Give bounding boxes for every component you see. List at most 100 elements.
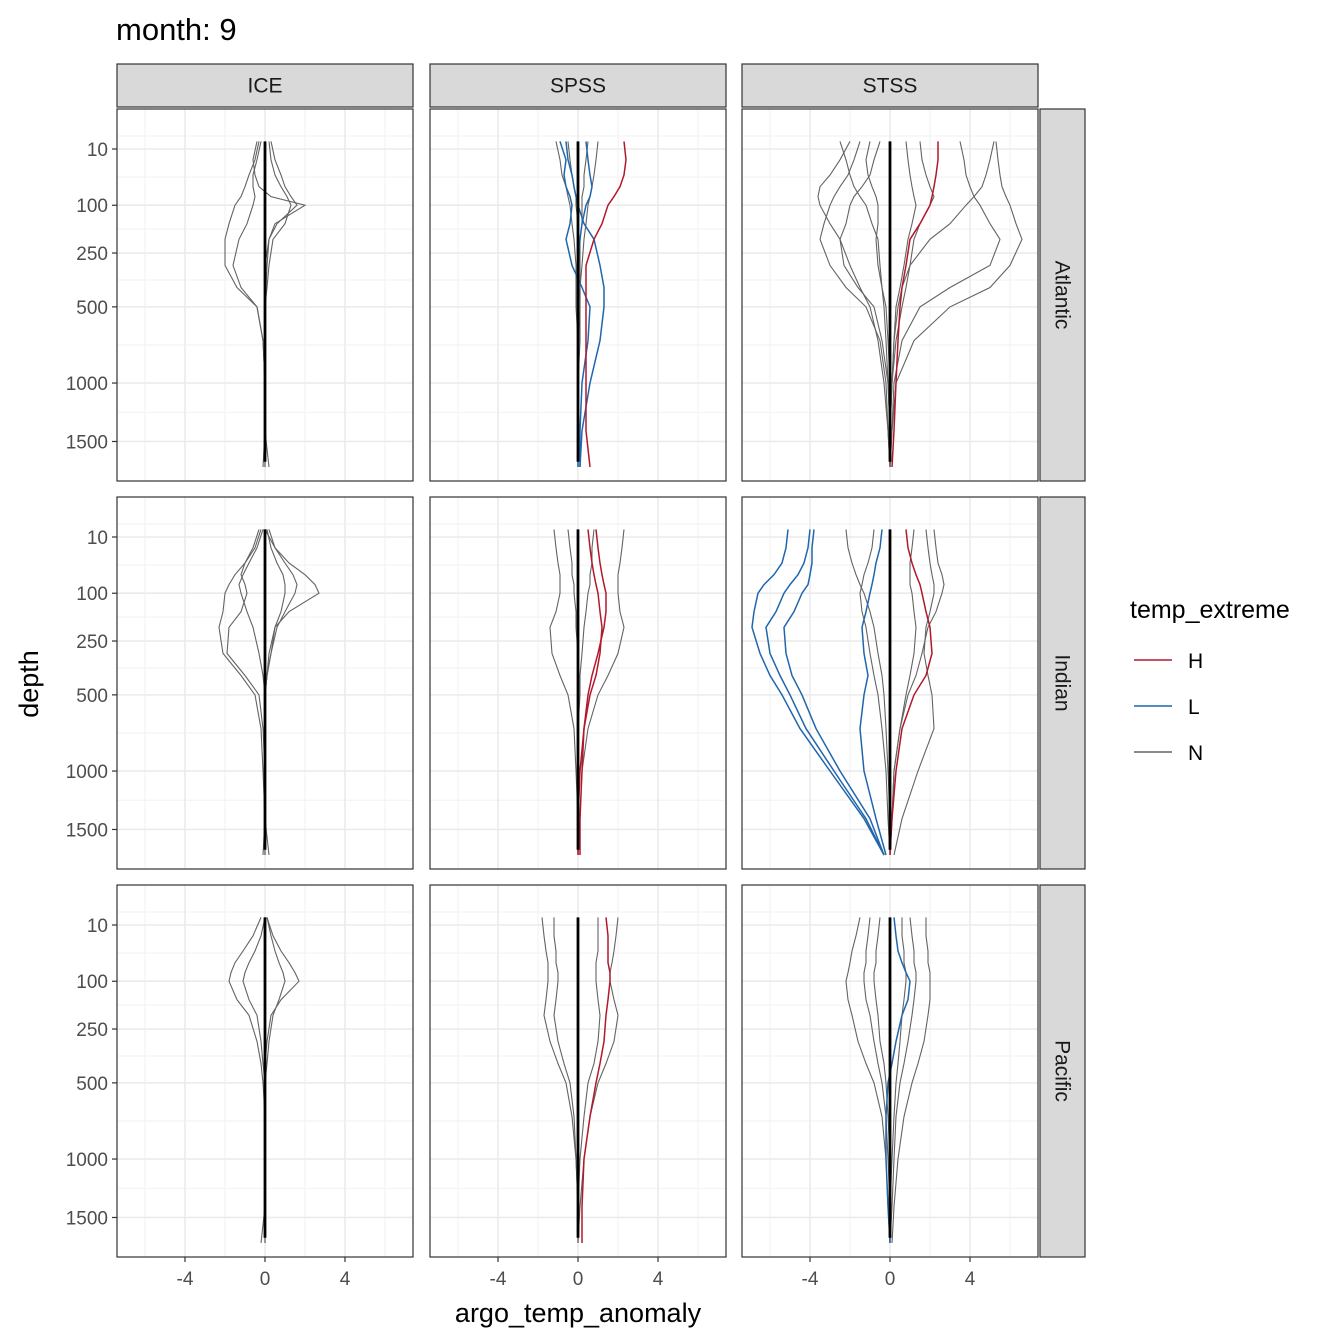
x-tick-label: -4 [802, 1269, 819, 1290]
y-tick-label: 1000 [66, 762, 108, 783]
row-strip-label: Pacific [1051, 1040, 1074, 1102]
series-line-n [577, 917, 601, 1243]
series-line-n [889, 141, 917, 467]
panel-border [116, 496, 414, 870]
series-line-n [577, 529, 625, 856]
y-tick-label: 500 [76, 686, 108, 707]
column-strip-label: ICE [247, 75, 282, 98]
series-line-n [541, 917, 579, 1243]
series-line-n [889, 917, 917, 1244]
y-tick-label: 100 [76, 196, 108, 217]
x-tick-label: 4 [965, 1269, 976, 1290]
y-tick-label: 250 [76, 1020, 108, 1041]
series-line-h [579, 529, 607, 855]
series-line-n [845, 529, 891, 855]
series-line-n [819, 141, 891, 468]
series-line-l [783, 529, 885, 856]
panel-indian-spss [429, 496, 727, 870]
x-axis-title: argo_temp_anomaly [455, 1298, 702, 1328]
row-strip-indian [1039, 496, 1086, 870]
panel-pacific-ice [116, 884, 414, 1258]
x-tick-label: 0 [573, 1269, 584, 1290]
y-tick-label: 100 [76, 972, 108, 993]
series-line-n [859, 529, 891, 856]
x-tick-label: 0 [260, 1269, 271, 1290]
column-strip-stss [741, 63, 1039, 108]
series-line-n [891, 917, 931, 1244]
x-tick-label: 4 [340, 1269, 351, 1290]
series-line-n [839, 141, 891, 467]
chart-title: month: 9 [116, 12, 237, 47]
y-tick-label: 10 [87, 528, 108, 549]
series-line-l [751, 529, 885, 856]
series-line-n [845, 917, 891, 1244]
series-group [845, 917, 931, 1244]
series-line-n [863, 917, 891, 1243]
legend: temp_extreme HLN [1130, 596, 1290, 765]
series-line-h [891, 141, 939, 468]
y-tick-label: 250 [76, 632, 108, 653]
series-line-l [559, 141, 591, 467]
series-group [751, 529, 945, 856]
y-tick-label: 1000 [66, 1150, 108, 1171]
series-line-n [218, 529, 266, 856]
panel-pacific-stss [741, 884, 1039, 1258]
y-tick-label: 10 [87, 140, 108, 161]
series-line-l [859, 529, 887, 856]
series-line-h [581, 917, 611, 1243]
legend-label-h: H [1188, 650, 1203, 673]
series-line-h [577, 529, 603, 855]
panel-atlantic-stss [741, 108, 1039, 482]
series-line-n [889, 141, 935, 467]
panel-border [429, 496, 727, 870]
y-tick-label: 1500 [66, 432, 108, 453]
panel-pacific-spss [429, 884, 727, 1258]
panel-border [741, 496, 1039, 870]
series-line-n [553, 917, 579, 1243]
series-line-n [889, 529, 917, 856]
panel-border [741, 108, 1039, 482]
column-strip-ice [116, 63, 414, 108]
row-strip-label: Atlantic [1051, 261, 1074, 330]
y-axis-title: depth [14, 650, 44, 718]
panels-layer [116, 108, 1039, 1258]
panel-border [429, 108, 727, 482]
y-tick-label: 500 [76, 1074, 108, 1095]
x-tick-label: -4 [177, 1269, 194, 1290]
y-tick-label: 500 [76, 298, 108, 319]
series-group [541, 917, 619, 1244]
panel-indian-ice [116, 496, 414, 870]
row-strip-label: Indian [1051, 654, 1074, 711]
panel-border [116, 108, 414, 482]
row-strip-pacific [1039, 884, 1086, 1258]
y-tick-label: 250 [76, 244, 108, 265]
y-tick-label: 10 [87, 916, 108, 937]
series-line-n [549, 529, 579, 855]
y-tick-label: 1500 [66, 820, 108, 841]
row-strip-atlantic [1039, 108, 1086, 482]
panel-atlantic-ice [116, 108, 414, 482]
legend-label-l: L [1188, 696, 1200, 719]
y-tick-label: 1500 [66, 1208, 108, 1229]
column-strip-spss [429, 63, 727, 108]
series-line-n [893, 529, 935, 856]
series-line-n [889, 141, 1023, 468]
legend-label-n: N [1188, 742, 1203, 765]
column-strip-label: SPSS [550, 75, 606, 98]
series-line-l [765, 529, 885, 856]
series-line-l [885, 917, 911, 1244]
x-tick-label: -4 [490, 1269, 507, 1290]
column-strip-label: STSS [863, 75, 918, 98]
panel-indian-stss [741, 496, 1039, 870]
legend-title: temp_extreme [1130, 596, 1290, 624]
series-line-h [585, 141, 627, 468]
y-tick-label: 1000 [66, 374, 108, 395]
y-tick-label: 100 [76, 584, 108, 605]
panel-atlantic-spss [429, 108, 727, 482]
series-line-h [889, 529, 933, 856]
x-tick-label: 0 [885, 1269, 896, 1290]
axes-layer: ICE SPSS STSSAtlanticIndianPacific10100250… [66, 63, 1086, 1290]
series-line-n [865, 141, 891, 467]
x-tick-label: 4 [653, 1269, 664, 1290]
